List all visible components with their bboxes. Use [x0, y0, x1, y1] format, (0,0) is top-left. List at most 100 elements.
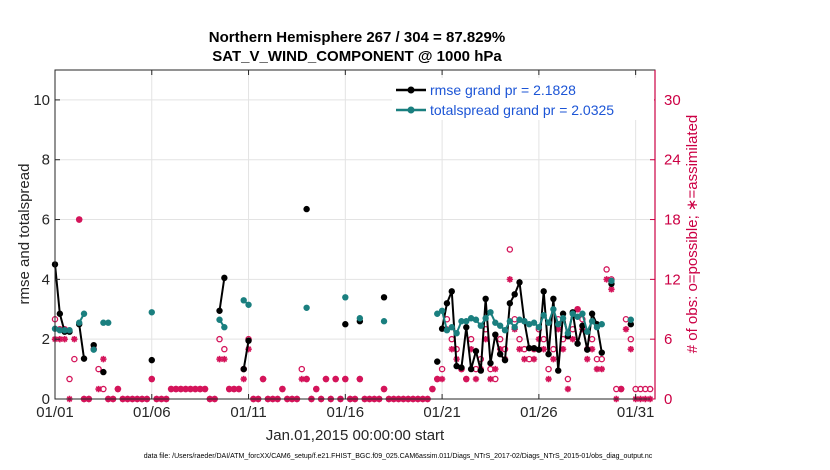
- obs-assimilated-point-106: [564, 385, 572, 393]
- series-1-point-3-0: [100, 319, 107, 326]
- obs-assimilated-point-10: [100, 355, 107, 363]
- axis-ticks: 01/01 01/06 01/11 01/16 01/21 01/26 01/3102468…: [33, 70, 681, 421]
- obs-assimilated-point-108: [574, 306, 581, 313]
- series-0-point-8-0: [342, 321, 349, 328]
- obs-assimilated-point-9: [95, 385, 102, 393]
- obs-assimilated-point-25: [172, 385, 180, 393]
- series-1-point-13-32: [593, 324, 601, 331]
- obs-assimilated-point-114: [603, 276, 610, 283]
- x-tick-label-3: 01/16: [327, 404, 365, 421]
- series-1-point-13-5: [463, 318, 470, 325]
- y-right-tick-label-3: 18: [664, 212, 681, 229]
- obs-assimilated-point-89: [482, 335, 489, 343]
- series-1-point-13-25: [559, 315, 567, 322]
- series-0-point-3-0: [100, 368, 107, 376]
- series-0-point-7-0: [303, 205, 310, 213]
- obs-possible-point-96: [516, 335, 523, 343]
- obs-assimilated-point-51: [298, 375, 305, 383]
- obs-assimilated-point-47: [279, 385, 286, 393]
- series-1-point-13-15: [511, 324, 518, 331]
- obs-assimilated-point-117: [617, 385, 625, 393]
- obs-assimilated-point-110: [584, 355, 591, 363]
- series-0-line-6: [242, 340, 250, 370]
- series-0-point-12-19: [530, 344, 538, 352]
- x-tick-label-0: 01/01: [36, 404, 74, 421]
- series-1-point-13-22: [545, 319, 552, 326]
- obs-possible-point-123: [646, 385, 654, 393]
- series-1-point-13-29: [579, 310, 586, 317]
- series-0-point-12-22: [545, 350, 552, 358]
- series-0-point-12-20: [535, 346, 543, 353]
- series-1-point-13-23: [550, 306, 557, 313]
- series-1-point-4-0: [105, 319, 112, 326]
- series-1-point-13-2: [448, 324, 455, 331]
- series-1-point-13-16: [516, 316, 523, 323]
- series-0-point-12-7: [472, 347, 480, 355]
- obs-possible-point-80: [438, 365, 446, 373]
- series-0-point-12-9: [482, 295, 489, 303]
- obs-possible-point-51: [298, 365, 306, 373]
- data-file-footer: data file: /Users/raeder/DAI/ATM_forcXX/…: [144, 453, 653, 460]
- series-1-point-13-0: [438, 307, 446, 314]
- series-0-point-12-29: [579, 322, 586, 329]
- obs-assimilated-point-87: [472, 375, 480, 383]
- series-1-point-13-14: [506, 318, 514, 325]
- obs-possible-point-113: [598, 355, 606, 363]
- series-0-point-12-14: [506, 300, 514, 307]
- y-left-tick-label-0: 0: [42, 391, 50, 408]
- obs-assimilated-point-13: [114, 385, 122, 393]
- legend-label-totalspread: totalspread grand pr = 2.0325: [430, 102, 614, 118]
- obs-possible-point-106: [564, 375, 572, 383]
- series-0-line-1: [78, 324, 86, 359]
- obs-assimilated-point-104: [555, 326, 562, 333]
- series-layer: [51, 205, 635, 376]
- series-0-point-12-11: [492, 331, 499, 338]
- series-0-point-12-28: [574, 340, 581, 347]
- obs-assimilated-point-35: [221, 355, 228, 363]
- series-0-point-6-0: [240, 365, 247, 373]
- obs-possible-point-102: [545, 365, 552, 373]
- series-0-point-14-0: [627, 321, 635, 328]
- obs-assimilated-point-111: [588, 345, 596, 353]
- obs-possible-point-114: [603, 266, 610, 273]
- y-right-tick-label-2: 12: [664, 271, 681, 288]
- y-left-tick-label-2: 4: [42, 271, 50, 288]
- obs-assimilated-point-107: [569, 335, 576, 343]
- series-1-point-13-11: [492, 319, 499, 326]
- obs-assimilated-point-40: [245, 345, 252, 353]
- obs-assimilated-point-5: [75, 216, 83, 223]
- series-1-point-13-31: [588, 318, 596, 325]
- obs-assimilated-point-115: [608, 286, 615, 293]
- obs-assimilated-point-28: [187, 385, 194, 393]
- series-1-point-11-0: [380, 318, 388, 325]
- series-1-point-5-0: [148, 309, 155, 316]
- series-0-point-12-18: [525, 344, 533, 352]
- series-1-point-13-27: [569, 310, 576, 317]
- legend-box: [392, 78, 654, 120]
- series-0-point-12-31: [588, 310, 596, 317]
- x-tick-label-6: 01/31: [617, 404, 655, 421]
- obs-assimilated-point-119: [627, 345, 635, 353]
- series-1-point-13-1: [443, 327, 451, 334]
- series-0-point-2-0: [90, 341, 97, 349]
- obs-count-layer: [51, 96, 654, 403]
- series-0-point-12-12: [496, 350, 504, 358]
- x-tick-label-5: 01/26: [520, 404, 558, 421]
- obs-assimilated-point-94: [506, 276, 514, 283]
- obs-possible-point-103: [550, 345, 557, 353]
- series-1-point-0-2: [61, 327, 68, 334]
- series-0-point-12-2: [448, 288, 455, 295]
- obs-assimilated-point-85: [463, 375, 470, 383]
- obs-assimilated-point-34: [216, 355, 223, 363]
- series-0-point-12-3: [453, 362, 460, 370]
- obs-assimilated-point-4: [71, 335, 78, 343]
- obs-assimilated-point-86: [467, 345, 475, 353]
- obs-assimilated-point-37: [230, 385, 238, 393]
- series-1-point-13-10: [487, 309, 494, 316]
- obs-assimilated-point-58: [332, 375, 339, 383]
- y-left-tick-label-4: 8: [42, 152, 50, 169]
- series-0-point-12-21: [540, 288, 547, 295]
- series-0-line-5: [218, 277, 226, 311]
- series-1-point-13-9: [482, 315, 489, 322]
